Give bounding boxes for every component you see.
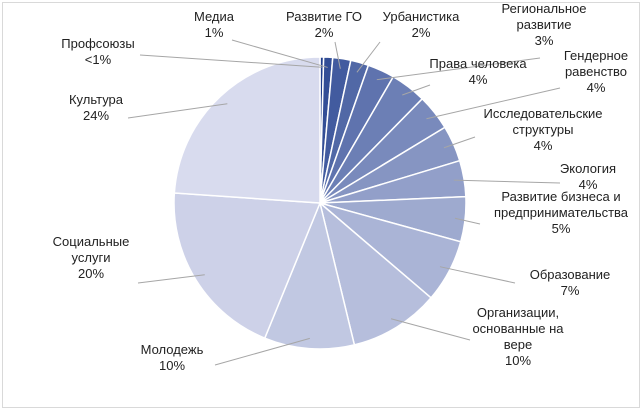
leader-line-молодежь: [214, 337, 310, 366]
data-label-урбанистика: Урбанистика 2%: [383, 9, 460, 40]
leader-line-урбанистика: [356, 41, 381, 73]
data-label-исследовательские-структуры: Исследовательские структуры 4%: [483, 106, 602, 153]
data-label-медиа: Медиа 1%: [194, 9, 235, 40]
leader-line-организации-основанные-на-вере: [390, 318, 471, 341]
pie-slice-культура: [173, 56, 321, 204]
leader-line-медиа: [231, 39, 328, 68]
data-label-развитие-го: Развитие ГО 2%: [286, 9, 362, 40]
leader-line-развитие-бизнеса-и-предпринимательства: [454, 217, 481, 225]
leader-line-культура: [127, 103, 228, 119]
leader-line-гендерное-равенство: [426, 87, 561, 120]
leader-line-исследовательские-структуры: [443, 136, 476, 149]
leader-line-региональное-развитие: [376, 57, 541, 81]
leader-line-образование: [439, 266, 516, 284]
data-label-развитие-бизнеса-и-предпринимательства: Развитие бизнеса и предпринимательства 5%: [494, 189, 629, 236]
leader-line-права-человека: [402, 84, 431, 96]
pie-slice-организации-основанные-на-вере: [318, 200, 433, 346]
data-label-образование: Образование 7%: [530, 267, 611, 298]
data-label-культура: Культура 24%: [69, 92, 124, 123]
data-label-организации-основанные-на-вере: Организации, основанные на вере 10%: [472, 305, 564, 368]
data-label-социальные-услуги: Социальные услуги 20%: [53, 234, 130, 281]
data-label-экология: Экология 4%: [560, 161, 616, 192]
pie-slice-молодежь: [263, 200, 356, 350]
data-label-региональное-развитие: Региональное развитие 3%: [502, 1, 587, 48]
leader-line-социальные-услуги: [137, 274, 205, 284]
data-label-профсоюзы: Профсоюзы <1%: [61, 36, 134, 67]
data-label-молодежь: Молодежь 10%: [141, 342, 204, 373]
data-label-права-человека: Права человека 4%: [429, 56, 527, 87]
pie-slice-социальные-услуги: [173, 192, 322, 340]
leader-line-экология: [453, 179, 561, 184]
leader-line-развитие-го: [334, 41, 341, 69]
data-label-гендерное-равенство: Гендерное равенство 4%: [564, 48, 628, 95]
leader-line-профсоюзы: [139, 54, 322, 68]
